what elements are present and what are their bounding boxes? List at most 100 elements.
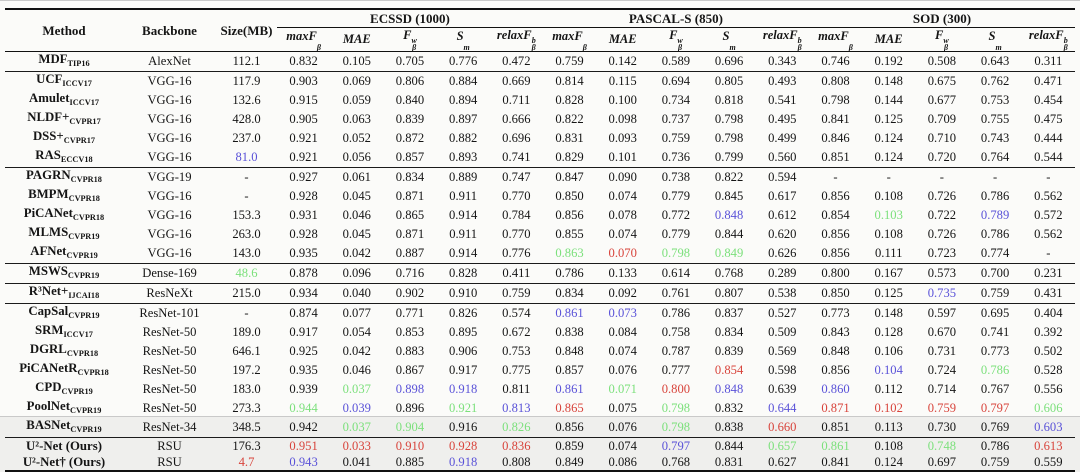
sod-metric-value: 0.528	[1022, 361, 1075, 380]
sod-metric-value: 0.856	[809, 187, 862, 206]
pascal-metric-value: 0.100	[596, 91, 649, 110]
ecssd-metric-value: 0.669	[490, 72, 543, 92]
sod-metric-value: 0.144	[862, 91, 915, 110]
ecssd-metric-value: 0.884	[437, 72, 490, 92]
backbone-value: ResNeXt	[123, 284, 216, 304]
sod-metric-value: 0.124	[862, 129, 915, 148]
ecssd-metric-value: 0.925	[277, 342, 330, 361]
sod-metric-value: 0.861	[809, 438, 862, 455]
pascal-metric-value: 0.814	[543, 72, 596, 92]
sod-metric-value: 0.843	[809, 323, 862, 342]
ecssd-metric-value: 0.828	[437, 264, 490, 284]
sod-metric-value: 0.643	[968, 52, 1021, 72]
ecssd-metric-value: 0.883	[383, 342, 436, 361]
sod-metric-value: 0.789	[968, 206, 1021, 225]
ecssd-metric-value: 0.041	[330, 454, 383, 471]
backbone-value: VGG-16	[123, 244, 216, 264]
pascal-metric-value: 0.495	[756, 110, 809, 129]
ecssd-metric-value: 0.045	[330, 187, 383, 206]
sod-metric-value: 0.762	[968, 72, 1021, 92]
ecssd-metric-value: 0.105	[330, 52, 383, 72]
ecssd-metric-value: 0.061	[330, 168, 383, 188]
method-venue: ICCV17	[62, 79, 92, 88]
sod-metric-value: 0.695	[968, 304, 1021, 324]
pascal-metric-value: 0.142	[596, 52, 649, 72]
pascal-metric-value: 0.133	[596, 264, 649, 284]
sod-metric-value: 0.753	[968, 91, 1021, 110]
sod-metric-value: 0.860	[809, 380, 862, 399]
method-name: PiCANetRCVPR18	[5, 361, 123, 380]
size-value: 428.0	[216, 110, 277, 129]
backbone-value: VGG-16	[123, 110, 216, 129]
backbone-value: VGG-16	[123, 225, 216, 244]
size-value: 189.0	[216, 323, 277, 342]
ecssd-metric-value: 0.911	[437, 225, 490, 244]
sod-metric-value: 0.697	[915, 454, 968, 471]
sod-metric-value: 0.444	[1022, 129, 1075, 148]
ecssd-metric-value: 0.806	[383, 72, 436, 92]
pascal-metric-value: 0.787	[649, 342, 702, 361]
ecssd-metric-value: 0.898	[383, 380, 436, 399]
backbone-value: ResNet-50	[123, 342, 216, 361]
pascal-metric-value: 0.798	[703, 129, 756, 148]
ecssd-metric-value: 0.836	[490, 438, 543, 455]
sod-metric-value: 0.573	[915, 264, 968, 284]
pascal-metric-value: 0.772	[649, 206, 702, 225]
sod-metric-value: 0.108	[862, 187, 915, 206]
col-header-size: Size(MB)	[216, 9, 277, 52]
method-name: U²-Net (Ours)	[5, 438, 123, 455]
method-name: MSWSCVPR19	[5, 264, 123, 284]
size-value: -	[216, 187, 277, 206]
ecssd-metric-value: 0.052	[330, 129, 383, 148]
ecssd-metric-value: 0.878	[277, 264, 330, 284]
method-venue: CVPR19	[68, 271, 99, 280]
sod-metric-value: -	[1022, 168, 1075, 188]
pascal-metric-value: 0.073	[596, 304, 649, 324]
pascal-metric-value: 0.800	[649, 380, 702, 399]
pascal-metric-value: 0.614	[649, 264, 702, 284]
pascal-metric-value: 0.822	[543, 110, 596, 129]
sod-metric-value: 0.102	[862, 399, 915, 418]
col-header-backbone: Backbone	[123, 9, 216, 52]
sod-metric-value: 0.106	[862, 342, 915, 361]
size-value: 132.6	[216, 91, 277, 110]
sod-metric-value: 0.755	[968, 110, 1021, 129]
size-value: 117.9	[216, 72, 277, 92]
pascal-metric-value: 0.075	[596, 399, 649, 418]
sod-metric-value: 0.556	[1022, 380, 1075, 399]
sod-metric-value: 0.113	[862, 418, 915, 438]
sod-metric-value: 0.722	[915, 206, 968, 225]
pascal-metric-value: 0.090	[596, 168, 649, 188]
ecssd-metric-value: 0.096	[330, 264, 383, 284]
results-table: Method Backbone Size(MB) ECSSD (1000) PA…	[5, 8, 1075, 472]
pascal-metric-value: 0.734	[649, 91, 702, 110]
pascal-metric-value: 0.857	[543, 361, 596, 380]
sod-metric-value: 0.677	[915, 91, 968, 110]
size-value: -	[216, 304, 277, 324]
ecssd-metric-value: 0.921	[277, 129, 330, 148]
pascal-metric-value: 0.779	[649, 225, 702, 244]
sod-metric-value: 0.759	[968, 454, 1021, 471]
method-name: AFNetCVPR19	[5, 244, 123, 264]
size-value: 273.3	[216, 399, 277, 418]
sod-metric-value: 0.774	[968, 244, 1021, 264]
pascal-metric-value: 0.092	[596, 284, 649, 304]
ecssd-metric-value: 0.928	[437, 438, 490, 455]
pascal-metric-value: 0.829	[543, 148, 596, 168]
method-venue: ICCV17	[63, 330, 93, 339]
method-name: RASECCV18	[5, 148, 123, 168]
sod-metric-value: 0.431	[1022, 284, 1075, 304]
sod-metric-value: 0.475	[1022, 110, 1075, 129]
sod-metric-value: 0.603	[1022, 418, 1075, 438]
pascal-metric-value: 0.844	[703, 225, 756, 244]
ecssd-metric-value: 0.770	[490, 225, 543, 244]
